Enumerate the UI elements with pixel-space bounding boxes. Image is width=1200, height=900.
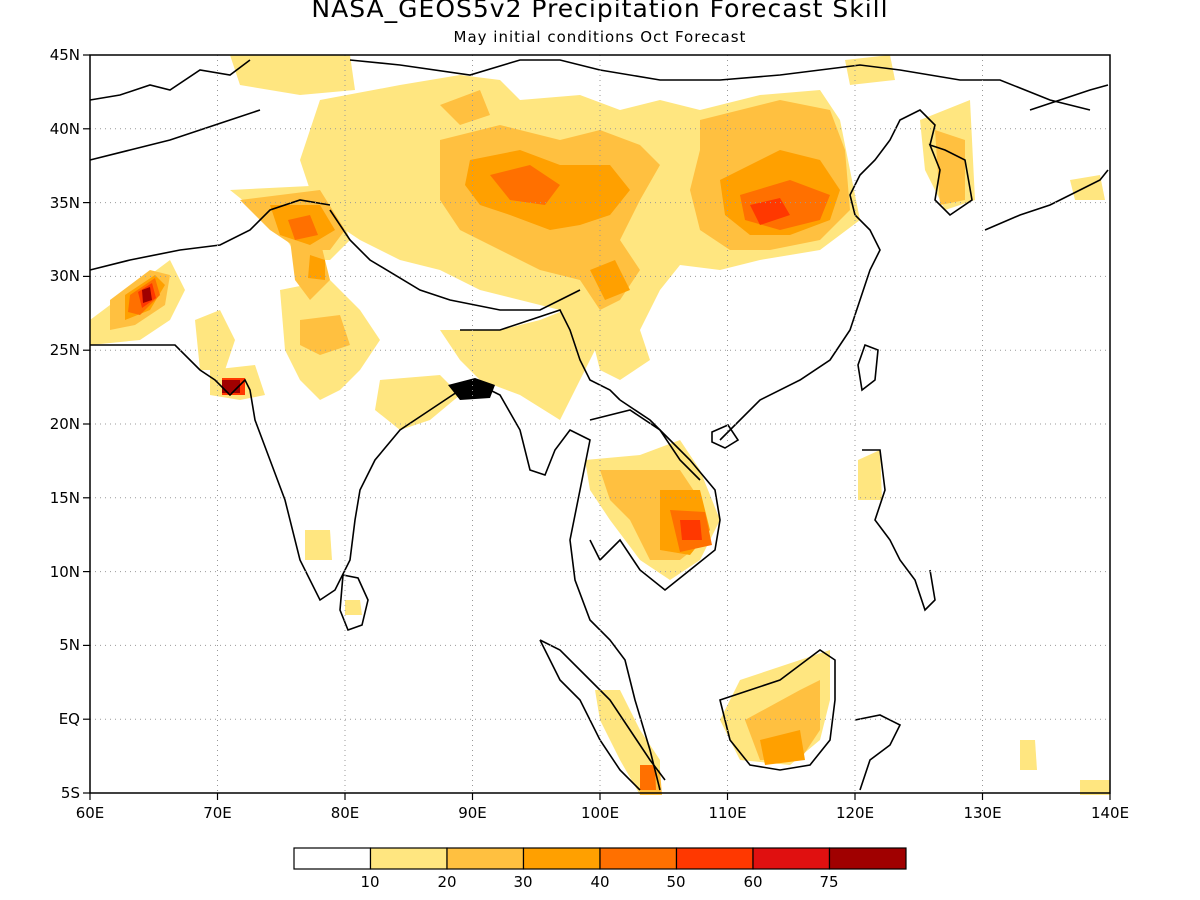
colorbar-label: 75 xyxy=(819,873,838,891)
lon-tick-label: 90E xyxy=(458,804,487,822)
map-subtitle: May initial conditions Oct Forecast xyxy=(453,28,747,46)
colorbar-label: 60 xyxy=(743,873,762,891)
colorbar-swatch xyxy=(446,847,525,870)
lat-tick-label: 5N xyxy=(59,636,80,654)
colorbar-swatch xyxy=(369,847,448,870)
colorbar-swatch xyxy=(599,847,678,870)
axis-ticks xyxy=(83,54,1111,800)
lat-tick-label: 30N xyxy=(50,267,80,285)
lon-tick-label: 110E xyxy=(708,804,746,822)
lat-tick-label: 5S xyxy=(61,784,80,802)
lon-tick-label: 120E xyxy=(836,804,874,822)
lat-tick-label: 40N xyxy=(50,120,80,138)
lon-tick-label: 100E xyxy=(581,804,619,822)
lat-tick-label: 45N xyxy=(50,46,80,64)
map-title: NASA_GEOS5v2 Precipitation Forecast Skil… xyxy=(311,0,889,23)
colorbar-label: 50 xyxy=(666,873,685,891)
gridlines xyxy=(90,55,1110,793)
colorbar-label: 40 xyxy=(590,873,609,891)
coast-detail-dark xyxy=(448,378,495,400)
lat-tick-label: 25N xyxy=(50,341,80,359)
colorbar-labels: 10 20 30 40 50 60 75 xyxy=(360,873,838,891)
lat-tick-label: 15N xyxy=(50,489,80,507)
coastlines xyxy=(89,59,1109,791)
lat-tick-labels: 5S EQ 5N 10N 15N 20N 25N 30N 35N 40N 45N xyxy=(50,46,80,802)
lon-tick-labels: 60E 70E 80E 90E 100E 110E 120E 130E 140E xyxy=(76,804,1129,822)
lon-tick-label: 130E xyxy=(963,804,1001,822)
lon-tick-label: 60E xyxy=(76,804,105,822)
lat-tick-label: EQ xyxy=(59,710,80,728)
colorbar-label: 30 xyxy=(513,873,532,891)
colorbar xyxy=(293,847,907,870)
colorbar-swatch xyxy=(293,847,372,870)
colorbar-swatch xyxy=(752,847,831,870)
lon-tick-label: 140E xyxy=(1091,804,1129,822)
colorbar-swatch xyxy=(522,847,601,870)
lon-tick-label: 80E xyxy=(331,804,360,822)
colorbar-label: 20 xyxy=(437,873,456,891)
lat-tick-label: 35N xyxy=(50,194,80,212)
lat-tick-label: 20N xyxy=(50,415,80,433)
colorbar-swatch xyxy=(675,847,754,870)
colorbar-swatch xyxy=(828,847,907,870)
lon-tick-label: 70E xyxy=(203,804,232,822)
colorbar-label: 10 xyxy=(360,873,379,891)
lat-tick-label: 10N xyxy=(50,563,80,581)
